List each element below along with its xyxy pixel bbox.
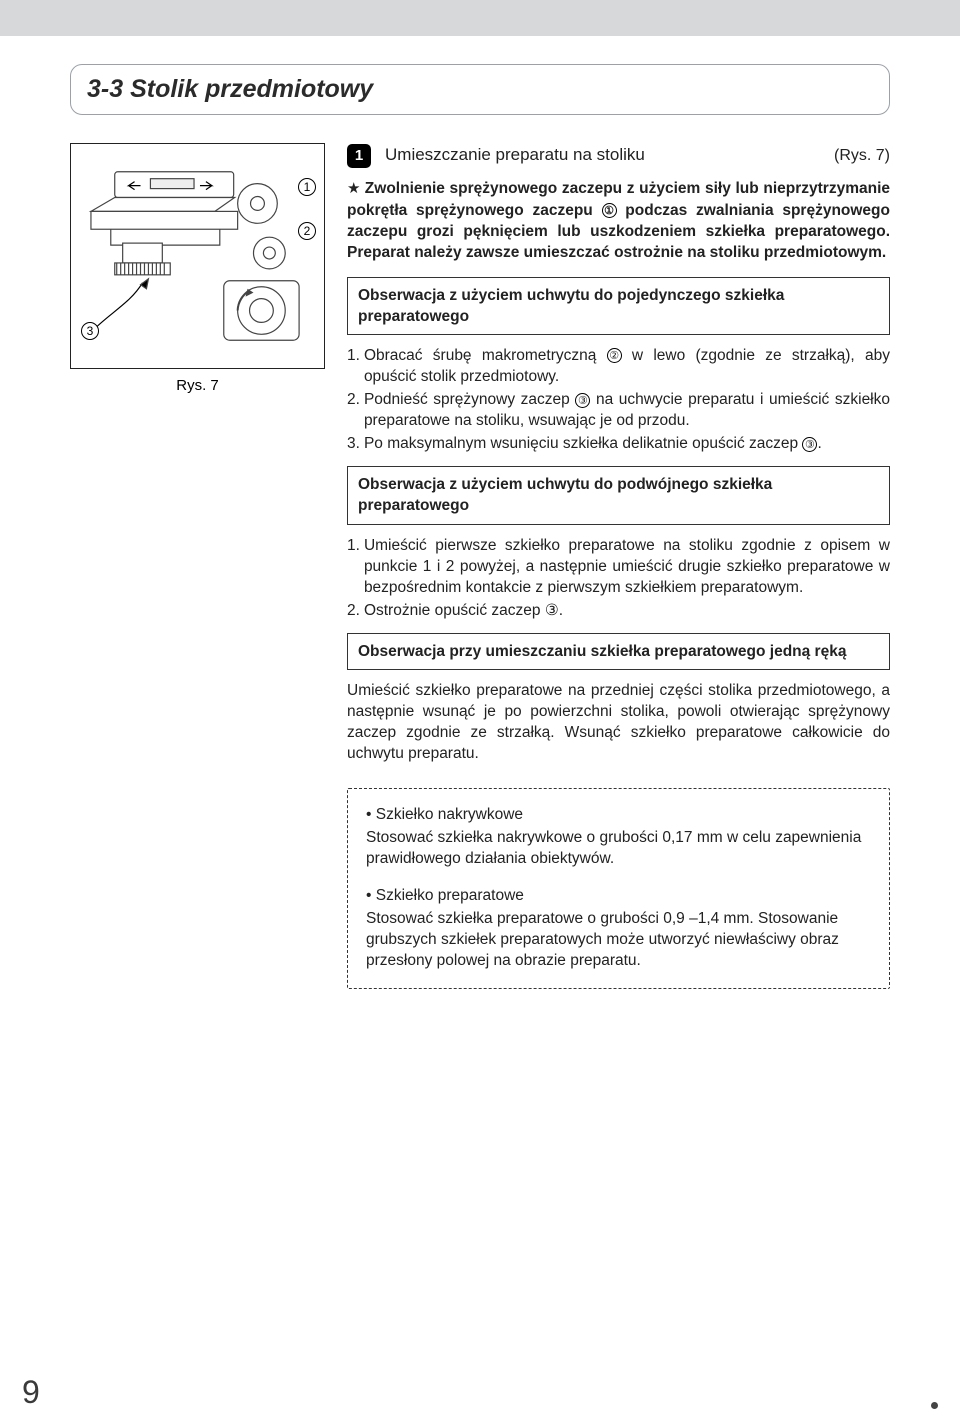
item-number: 3. (347, 433, 360, 454)
list-item: 1. Umieścić pierwsze szkiełko preparatow… (347, 535, 890, 598)
list-item: 1. Obracać śrubę makrometryczną ② w lewo… (347, 345, 890, 387)
item-callout: ② (607, 348, 622, 363)
item-callout: ③ (575, 393, 590, 408)
list-item: 2. Ostrożnie opuścić zaczep ③. (347, 600, 890, 621)
section-header: 3-3 Stolik przedmiotowy (70, 64, 890, 115)
text-column: 1 Umieszczanie preparatu na stoliku (Rys… (347, 143, 890, 989)
figure-caption: Rys. 7 (70, 377, 325, 394)
section-title: 3-3 Stolik przedmiotowy (87, 75, 873, 104)
item-text: . (817, 435, 821, 452)
box-one-hand: Obserwacja przy umieszczaniu szkiełka pr… (347, 633, 890, 670)
notes-box: • Szkiełko nakrywkowe Stosować szkiełka … (347, 788, 890, 988)
item-text: Ostrożnie opuścić zaczep ③. (364, 600, 890, 621)
warning-callout-1: ① (602, 203, 617, 218)
callout-3: 3 (81, 322, 99, 340)
box-single-slide: Obserwacja z użyciem uchwytu do pojedync… (347, 277, 890, 335)
figure-column: 1 2 3 Rys. 7 (70, 143, 325, 989)
item-callout: ③ (802, 437, 817, 452)
box-double-slide: Obserwacja z użyciem uchwytu do podwójne… (347, 466, 890, 524)
item-text: Podnieść sprężynowy zaczep (364, 391, 575, 408)
list-a: 1. Obracać śrubę makrometryczną ② w lewo… (347, 345, 890, 454)
item-number: 2. (347, 600, 360, 621)
step-title: Umieszczanie preparatu na stoliku (385, 143, 834, 166)
callout-2: 2 (298, 222, 316, 240)
step-figure-ref: (Rys. 7) (834, 145, 890, 167)
note-heading-1: • Szkiełko nakrywkowe (366, 805, 871, 826)
box-a-text: Obserwacja z użyciem uchwytu do pojedync… (358, 287, 784, 325)
note-heading-2: • Szkiełko preparatowe (366, 886, 871, 907)
item-text: Po maksymalnym wsunięciu szkiełka delika… (364, 435, 803, 452)
callout-1: 1 (298, 178, 316, 196)
item-number: 1. (347, 535, 360, 598)
step-heading: 1 Umieszczanie preparatu na stoliku (Rys… (347, 143, 890, 168)
item-text: Obracać śrubę makrometryczną (364, 347, 607, 364)
list-item: 3. Po maksymalnym wsunięciu szkiełka del… (347, 433, 890, 454)
list-item: 2. Podnieść sprężynowy zaczep ③ na uchwy… (347, 389, 890, 431)
microscope-stage-illustration (71, 144, 324, 368)
star-icon: ★ (347, 180, 361, 197)
corner-dot-icon (931, 1402, 938, 1409)
warning-paragraph: ★Zwolnienie sprężynowego zaczepu z użyci… (347, 178, 890, 263)
list-b: 1. Umieścić pierwsze szkiełko preparatow… (347, 535, 890, 621)
item-number: 2. (347, 389, 360, 431)
item-number: 1. (347, 345, 360, 387)
figure-7: 1 2 3 (70, 143, 325, 369)
note-para-2: Stosować szkiełka preparatowe o grubości… (366, 909, 871, 972)
note-para-1: Stosować szkiełka nakrywkowe o grubości … (366, 828, 871, 870)
item-text: Umieścić pierwsze szkiełko preparatowe n… (364, 535, 890, 598)
paragraph-c: Umieścić szkiełko preparatowe na przedni… (347, 680, 890, 764)
box-c-text: Obserwacja przy umieszczaniu szkiełka pr… (358, 643, 846, 660)
step-number-badge: 1 (347, 144, 371, 168)
box-b-text: Obserwacja z użyciem uchwytu do podwójne… (358, 476, 772, 514)
top-accent-bar (0, 0, 960, 36)
page-number: 9 (22, 1374, 40, 1411)
